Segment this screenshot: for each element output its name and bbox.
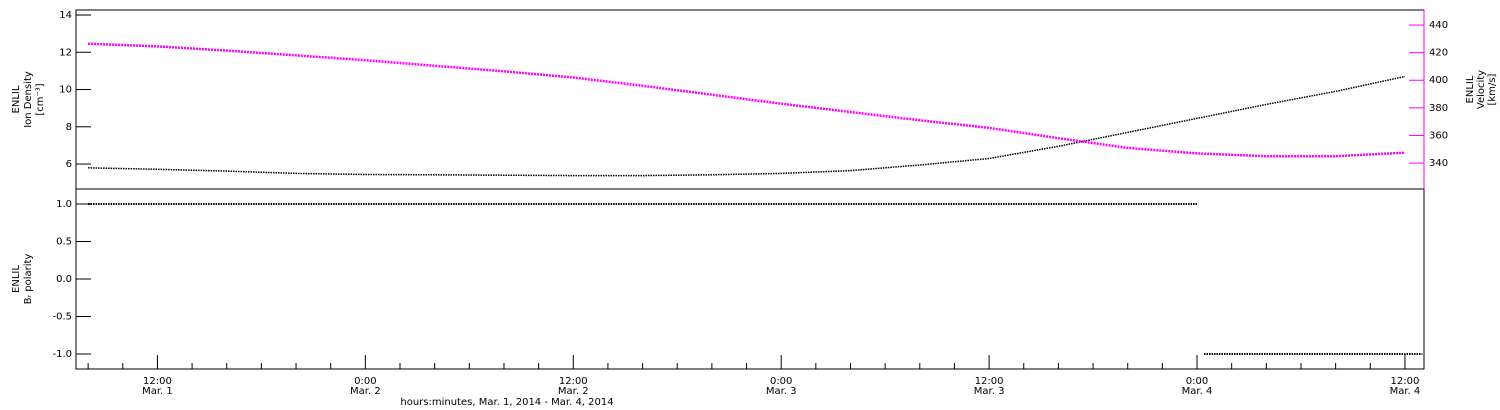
x-tick-date: Mar. 3 bbox=[974, 386, 1005, 397]
x-tick-label: 0:00 bbox=[1186, 376, 1208, 387]
x-tick-label: 12:00 bbox=[143, 376, 172, 387]
y-tick-label: 10 bbox=[59, 85, 72, 96]
x-tick-label: 0:00 bbox=[770, 376, 792, 387]
x-tick-date: Mar. 2 bbox=[558, 386, 589, 397]
x-tick-date: Mar. 2 bbox=[350, 386, 381, 397]
y2-tick-label: 340 bbox=[1429, 158, 1448, 169]
y-axis-label: Bᵣ polarity bbox=[23, 254, 34, 305]
y2-axis-label: Velocity bbox=[1476, 70, 1487, 109]
y-axis-label: ENLIL bbox=[11, 85, 22, 113]
x-tick-label: 0:00 bbox=[354, 376, 376, 387]
series-line bbox=[88, 203, 1423, 355]
x-tick-label: 12:00 bbox=[1391, 376, 1420, 387]
y2-tick-label: 420 bbox=[1429, 48, 1448, 59]
y2-tick-label: 380 bbox=[1429, 103, 1448, 114]
x-axis-title: hours:minutes, Mar. 1, 2014 - Mar. 4, 20… bbox=[400, 397, 613, 408]
y-axis-label: [cm⁻³] bbox=[35, 83, 46, 115]
y-tick-label: 0.0 bbox=[56, 274, 72, 285]
y-tick-label: 12 bbox=[59, 47, 72, 58]
y2-tick-label: 360 bbox=[1429, 130, 1448, 141]
x-tick-label: 12:00 bbox=[975, 376, 1004, 387]
x-tick-date: Mar. 1 bbox=[142, 386, 173, 397]
y-axis-label: ENLIL bbox=[11, 265, 22, 293]
y2-tick-label: 400 bbox=[1429, 75, 1448, 86]
y-tick-label: -1.0 bbox=[52, 349, 72, 360]
x-tick-label: 12:00 bbox=[559, 376, 588, 387]
series-line bbox=[88, 42, 1405, 158]
x-tick-date: Mar. 4 bbox=[1390, 386, 1421, 397]
y-axis-label: Ion Density bbox=[23, 71, 34, 128]
y2-axis-label: ENLIL bbox=[1465, 75, 1476, 103]
x-tick-date: Mar. 3 bbox=[766, 386, 797, 397]
y-tick-label: 0.5 bbox=[56, 237, 72, 248]
y-tick-label: 14 bbox=[59, 10, 72, 21]
series-line bbox=[88, 75, 1406, 177]
y2-tick-label: 440 bbox=[1429, 20, 1448, 31]
y2-axis-label: [km/s] bbox=[1487, 73, 1498, 105]
x-tick-date: Mar. 4 bbox=[1182, 386, 1213, 397]
y-tick-label: 8 bbox=[66, 122, 72, 133]
y-tick-label: -0.5 bbox=[52, 312, 72, 323]
y-tick-label: 6 bbox=[66, 159, 72, 170]
y-tick-label: 1.0 bbox=[56, 199, 72, 210]
